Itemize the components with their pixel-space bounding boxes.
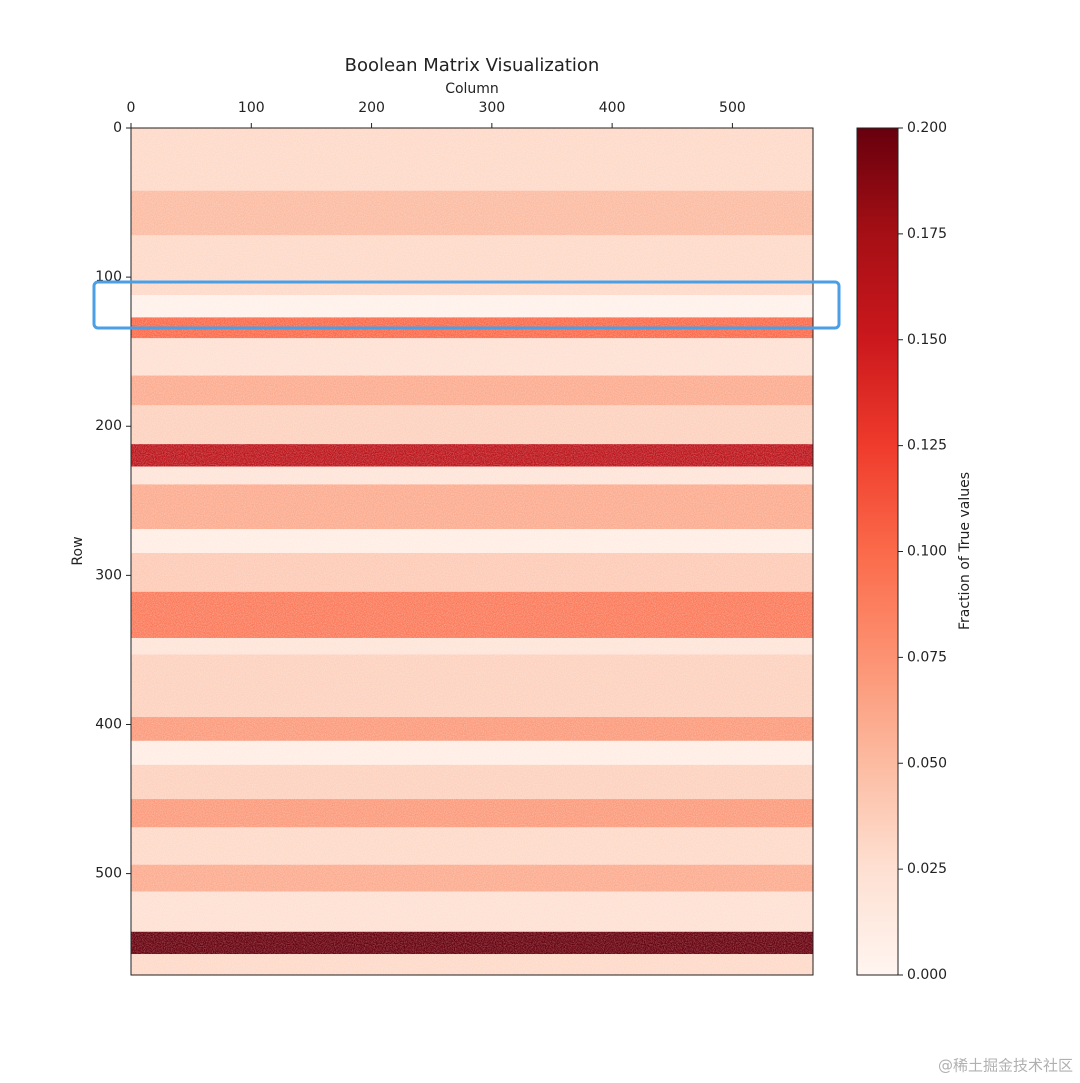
noise-texture bbox=[131, 128, 813, 975]
highlight-box bbox=[92, 280, 841, 330]
colorbar-tick-label: 0.200 bbox=[907, 120, 947, 136]
y-tick-label: 0 bbox=[113, 120, 122, 136]
colorbar-tick-label: 0.000 bbox=[907, 967, 947, 983]
plot-frame bbox=[130, 127, 814, 976]
y-axis-label: Row bbox=[70, 536, 86, 565]
y-tick-label: 400 bbox=[95, 716, 122, 732]
colorbar-label: Fraction of True values bbox=[957, 472, 973, 630]
y-tick-label: 500 bbox=[95, 866, 122, 882]
colorbar-tick-label: 0.100 bbox=[907, 544, 947, 560]
y-tick-label: 200 bbox=[95, 418, 122, 434]
colorbar-tick-label: 0.025 bbox=[907, 861, 947, 877]
colorbar-tick-label: 0.175 bbox=[907, 226, 947, 242]
colorbar-tick-label: 0.050 bbox=[907, 755, 947, 771]
x-tick-label: 500 bbox=[719, 100, 746, 116]
watermark: @稀土掘金技术社区 bbox=[938, 1057, 1073, 1075]
x-tick-label: 400 bbox=[599, 100, 626, 116]
colorbar-tick-label: 0.125 bbox=[907, 438, 947, 454]
plot-area bbox=[131, 128, 813, 975]
x-axis-label: Column bbox=[445, 81, 499, 97]
colorbar-tick-label: 0.075 bbox=[907, 649, 947, 665]
colorbar-tick-label: 0.150 bbox=[907, 332, 947, 348]
x-tick-label: 0 bbox=[127, 100, 136, 116]
chart-title: Boolean Matrix Visualization bbox=[345, 55, 600, 76]
x-tick-label: 200 bbox=[358, 100, 385, 116]
colorbar bbox=[856, 127, 899, 976]
y-tick-label: 300 bbox=[95, 567, 122, 583]
x-tick-label: 300 bbox=[478, 100, 505, 116]
x-tick-label: 100 bbox=[238, 100, 265, 116]
